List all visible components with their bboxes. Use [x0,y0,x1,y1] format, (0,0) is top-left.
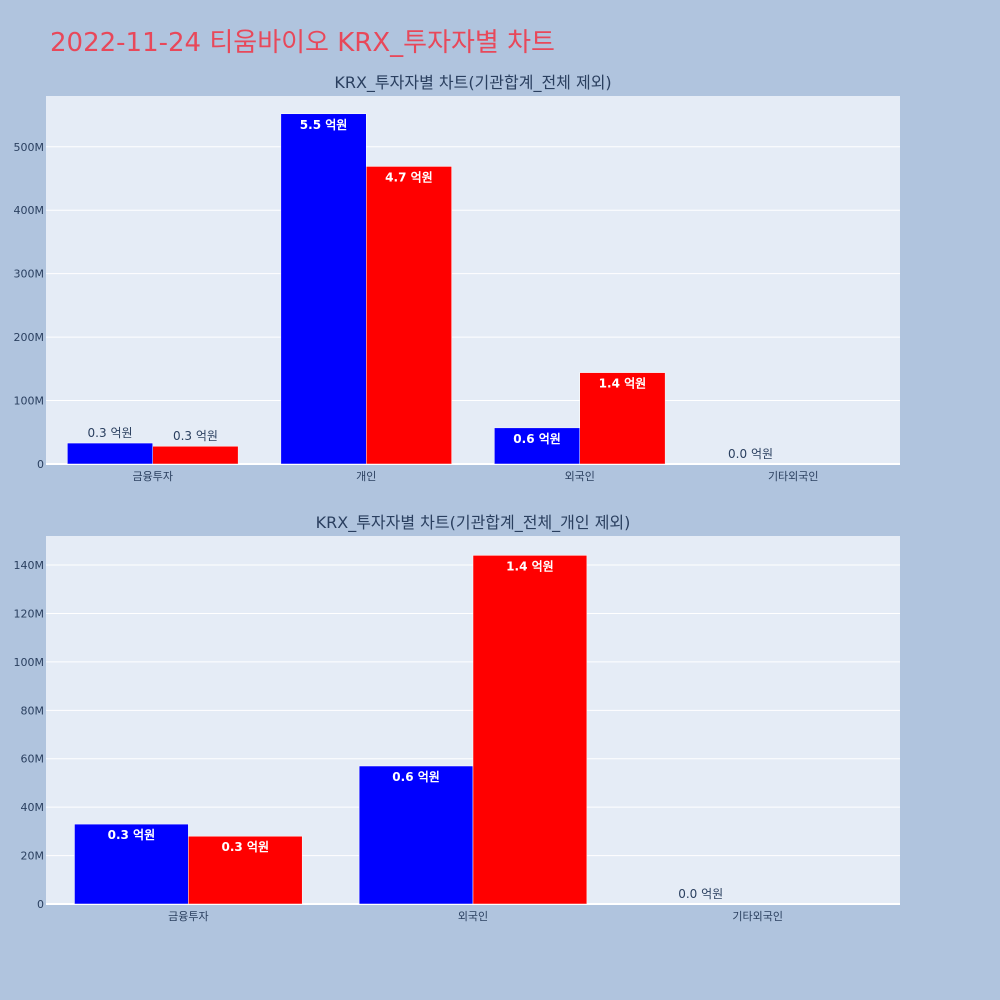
y-tick-label: 100M [14,395,45,408]
bar [366,166,452,465]
bar [494,427,581,465]
chart-top: KRX_투자자별 차트(기관합계_전체 제외) 0 100M 200M 300M 400M… [14,73,900,483]
bar-label: 0.3 억원 [222,840,270,854]
y-tick-label: 0 [37,458,44,471]
y-tick-label: 100M [14,656,45,669]
x-tick-label: 금융투자 [168,910,208,923]
bar-label: 0.3 억원 [173,429,218,443]
plot-area [46,96,900,464]
bar-label: 0.3 억원 [88,426,133,440]
bar [188,835,303,905]
bar-label: 0.6 억원 [513,432,561,446]
x-tick-label: 외국인 [565,470,595,483]
y-tick-label: 20M [21,850,45,863]
y-tick-label: 0 [37,898,44,911]
bar [74,823,189,905]
y-tick-label: 60M [21,753,45,766]
x-tick-label: 금융투자 [133,470,173,483]
y-tick-label: 40M [21,801,45,814]
chart-bottom: KRX_투자자별 차트(기관합계_전체_개인 제외) 0 20M 40M 60M 80M 1… [14,513,900,923]
chart-title: KRX_투자자별 차트(기관합계_전체_개인 제외) [316,513,631,533]
bar [472,555,588,905]
bar [152,445,239,465]
y-tick-label: 300M [14,268,45,281]
x-tick-label: 외국인 [458,910,488,923]
bar-label: 4.7 억원 [385,170,433,184]
bar [67,442,153,465]
y-tick-label: 120M [14,607,45,620]
bar [579,372,666,465]
y-tick-label: 200M [14,331,45,344]
y-tick-label: 400M [14,204,45,217]
bar-label: 5.5 억원 [300,118,348,132]
y-tick-label: 140M [14,559,45,572]
bar-label: 0.6 억원 [392,770,440,784]
y-tick-label: 80M [21,704,45,717]
bar-label: 1.4 억원 [506,559,554,573]
bar-label: 1.4 억원 [599,377,647,391]
bar [280,113,367,465]
x-tick-label: 기타외국인 [732,910,783,923]
x-tick-label: 기타외국인 [768,470,819,483]
bar [358,765,474,905]
bar-label: 0.0 억원 [728,447,773,461]
y-tick-label: 500M [14,141,45,154]
page-title: 2022-11-24 티움바이오 KRX_투자자별 차트 [50,28,555,58]
bar-label: 0.0 억원 [678,887,723,901]
chart-title: KRX_투자자별 차트(기관합계_전체 제외) [334,73,611,93]
bar-label: 0.3 억원 [108,828,156,842]
x-tick-label: 개인 [356,470,376,483]
